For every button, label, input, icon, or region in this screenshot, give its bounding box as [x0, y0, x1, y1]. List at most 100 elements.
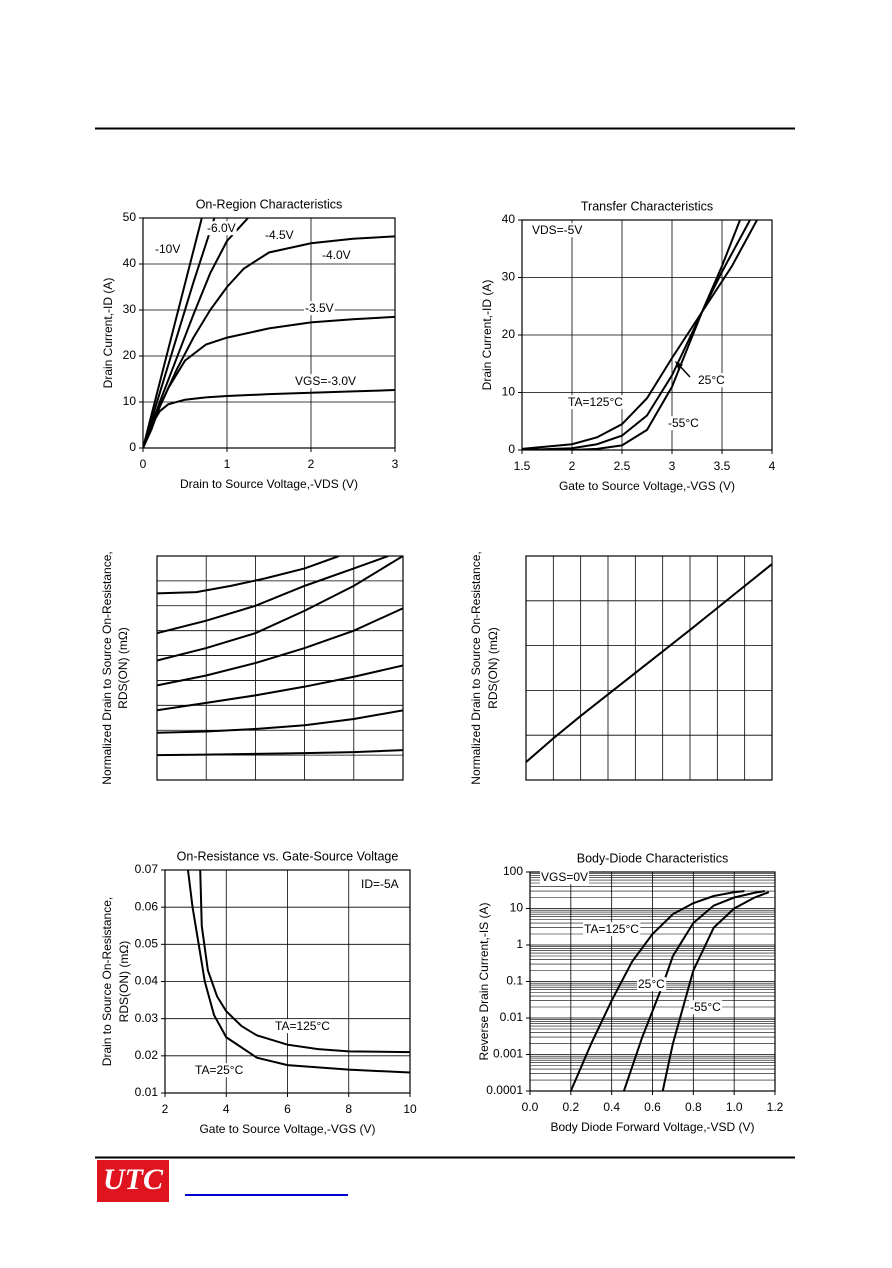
label-background [540, 870, 590, 885]
annotation: -10V [155, 242, 180, 256]
x-tick-label: 2.5 [614, 459, 631, 473]
y-tick-label: 40 [502, 212, 516, 226]
logo: UTC [103, 1163, 164, 1196]
y-tick-label: 50 [123, 210, 137, 224]
label-background [689, 1000, 723, 1015]
chart: 0.01 0.02 0.03 0.04 0.05 0.06 0.07 2 4 6 8 10 ID=-5A… [100, 849, 417, 1136]
annotation: -3.5V [305, 301, 334, 315]
y-tick-label: 0.0001 [486, 1083, 523, 1097]
annotation: -4.0V [322, 248, 351, 262]
x-tick-label: 0 [140, 457, 147, 471]
x-tick-label: 10 [403, 1102, 417, 1116]
y-axis-title: Drain to Source On-Resistance, [100, 897, 114, 1066]
x-tick-label: 0.2 [562, 1100, 579, 1114]
label-background [583, 922, 641, 937]
label-background [294, 374, 358, 389]
y-tick-label: 30 [123, 302, 137, 316]
y-tick-label: 0.05 [135, 937, 159, 951]
y-tick-label: 20 [502, 327, 516, 341]
y-axis-title: RDS(ON) (mΩ) [486, 627, 500, 709]
y-tick-label: 30 [502, 270, 516, 284]
x-tick-label: 4 [223, 1102, 230, 1116]
y-axis-title: RDS(ON) (mΩ) [116, 627, 130, 709]
y-axis-title: Normalized Drain to Source On-Resistance… [469, 551, 483, 784]
x-tick-label: 0.8 [685, 1100, 702, 1114]
chart-title: On-Resistance vs. Gate-Source Voltage [177, 849, 399, 863]
curve [157, 607, 403, 687]
y-tick-label: 0 [508, 442, 515, 456]
curve [157, 556, 389, 635]
y-tick-label: 0.06 [135, 899, 159, 913]
chart-title: Body-Diode Characteristics [577, 851, 728, 865]
y-tick-label: 10 [502, 385, 516, 399]
annotation: -6.0V [207, 221, 236, 235]
curve [157, 749, 403, 757]
y-tick-label: 0.04 [135, 974, 159, 988]
label-background [321, 248, 352, 263]
y-tick-label: 0.03 [135, 1011, 159, 1025]
x-axis-title: Drain to Source Voltage,-VDS (V) [180, 477, 358, 491]
label-background [360, 877, 400, 892]
x-tick-label: 2 [308, 457, 315, 471]
chart-title: On-Region Characteristics [196, 197, 343, 211]
y-tick-label: 0 [129, 440, 136, 454]
annotation: -55°C [668, 416, 699, 430]
label-background [667, 416, 701, 431]
x-tick-label: 0.4 [603, 1100, 620, 1114]
y-tick-label: 0.01 [135, 1085, 159, 1099]
chart: 0 10 20 30 40 50 0 1 2 3 -10V -6.0V -4.5V -4.0V -3.5V V… [101, 197, 398, 491]
label-background [194, 1063, 245, 1078]
x-tick-label: 0.6 [644, 1100, 661, 1114]
plot-frame [525, 555, 773, 781]
x-tick-label: 6 [284, 1102, 291, 1116]
plot-frame [142, 217, 396, 449]
x-axis-title: Body Diode Forward Voltage,-VSD (V) [550, 1120, 754, 1134]
label-background [154, 242, 182, 257]
y-tick-label: 10 [510, 901, 524, 915]
chart: 0.0001 0.001 0.01 0.1 1 10 100 0.0 0.2 0.4 0.6 0.8 1… [477, 851, 783, 1134]
label-background [531, 223, 584, 238]
plot-frame [529, 871, 776, 1092]
curve [661, 891, 770, 1091]
y-tick-label: 0.01 [500, 1010, 524, 1024]
annotation: 25°C [698, 373, 725, 387]
x-tick-label: 1.0 [726, 1100, 743, 1114]
annotation: VGS=-3.0V [295, 374, 356, 388]
label-background [567, 395, 625, 410]
y-axis-title: Drain Current,-ID (A) [101, 278, 115, 389]
curve [157, 556, 403, 662]
annotation: -55°C [690, 1000, 721, 1014]
x-tick-label: 3 [392, 457, 399, 471]
curve [143, 218, 203, 448]
y-tick-label: 0.1 [506, 974, 523, 988]
curve [143, 218, 249, 448]
curve [569, 890, 745, 1091]
curve [157, 709, 403, 734]
label-background [697, 373, 727, 388]
x-tick-label: 0.0 [522, 1100, 539, 1114]
annotation: VDS=-5V [532, 223, 582, 237]
curve [157, 556, 340, 595]
curve [143, 235, 395, 448]
label-background [264, 228, 295, 243]
label-background [637, 977, 667, 992]
y-tick-label: 10 [123, 394, 137, 408]
y-axis-title: Normalized Drain to Source On-Resistance… [100, 551, 114, 784]
chart-title: Transfer Characteristics [581, 199, 713, 213]
y-tick-label: 20 [123, 348, 137, 362]
plot-frame [521, 219, 773, 451]
annotation: TA=125°C [584, 922, 639, 936]
plot-frame [156, 555, 404, 781]
y-tick-label: 0.001 [493, 1047, 523, 1061]
curve [522, 220, 758, 450]
chart: Normalized Drain to Source On-Resistance… [469, 551, 773, 785]
x-tick-label: 2 [569, 459, 576, 473]
y-axis-title: Reverse Drain Current,-IS (A) [477, 902, 491, 1060]
logo-box [97, 1160, 169, 1202]
annotation: VGS=0V [541, 870, 588, 884]
curve [143, 389, 395, 448]
x-tick-label: 1 [224, 457, 231, 471]
y-tick-label: 0.07 [135, 862, 159, 876]
annotation: TA=25°C [195, 1063, 244, 1077]
x-tick-label: 3.5 [714, 459, 731, 473]
